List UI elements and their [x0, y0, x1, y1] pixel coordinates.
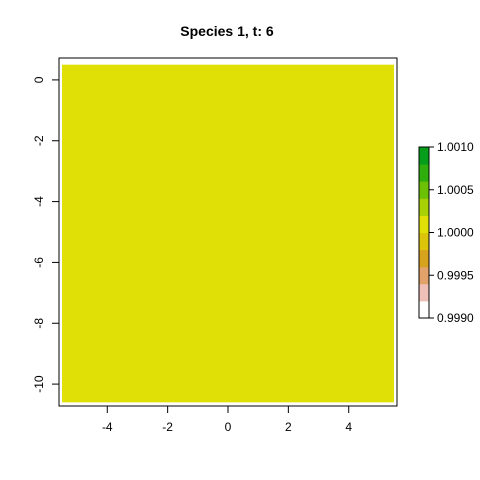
legend-color-segment [419, 283, 429, 302]
legend-color-segment [419, 198, 429, 216]
y-tick-label: -6 [32, 257, 46, 268]
x-tick-label: 0 [225, 420, 232, 434]
x-tick-label: 2 [285, 420, 292, 434]
legend-color-segment [419, 164, 429, 182]
legend-color-segment [419, 266, 429, 285]
y-tick-label: -4 [32, 196, 46, 207]
y-tick-label: -10 [32, 375, 46, 393]
x-tick-label: -4 [102, 420, 113, 434]
raster-fill [62, 64, 394, 403]
legend-tick-label: 0.9990 [437, 311, 474, 325]
legend-color-segment [419, 249, 429, 268]
x-tick-label: -2 [162, 420, 173, 434]
legend-tick-label: 1.0000 [437, 226, 474, 240]
legend-tick-label: 1.0005 [437, 183, 474, 197]
legend-tick-label: 0.9995 [437, 268, 474, 282]
x-tick-label: 4 [345, 420, 352, 434]
legend-color-segment [419, 181, 429, 199]
x-axis: -4 -2 0 2 4 [102, 405, 352, 434]
legend-color-segment [419, 300, 429, 319]
y-tick-label: -2 [32, 135, 46, 146]
chart-title: Species 1, t: 6 [180, 23, 274, 39]
legend-color-segment [419, 232, 429, 251]
y-axis: 0 -2 -4 -6 -8 -10 [32, 76, 60, 393]
legend-color-segment [419, 147, 429, 165]
legend-tick-label: 1.0010 [437, 140, 474, 154]
y-tick-label: -8 [32, 318, 46, 329]
y-tick-label: 0 [32, 76, 46, 83]
color-legend: 1.0010 1.0005 1.0000 0.9995 0.9990 [418, 140, 474, 325]
legend-color-segment [419, 215, 429, 233]
